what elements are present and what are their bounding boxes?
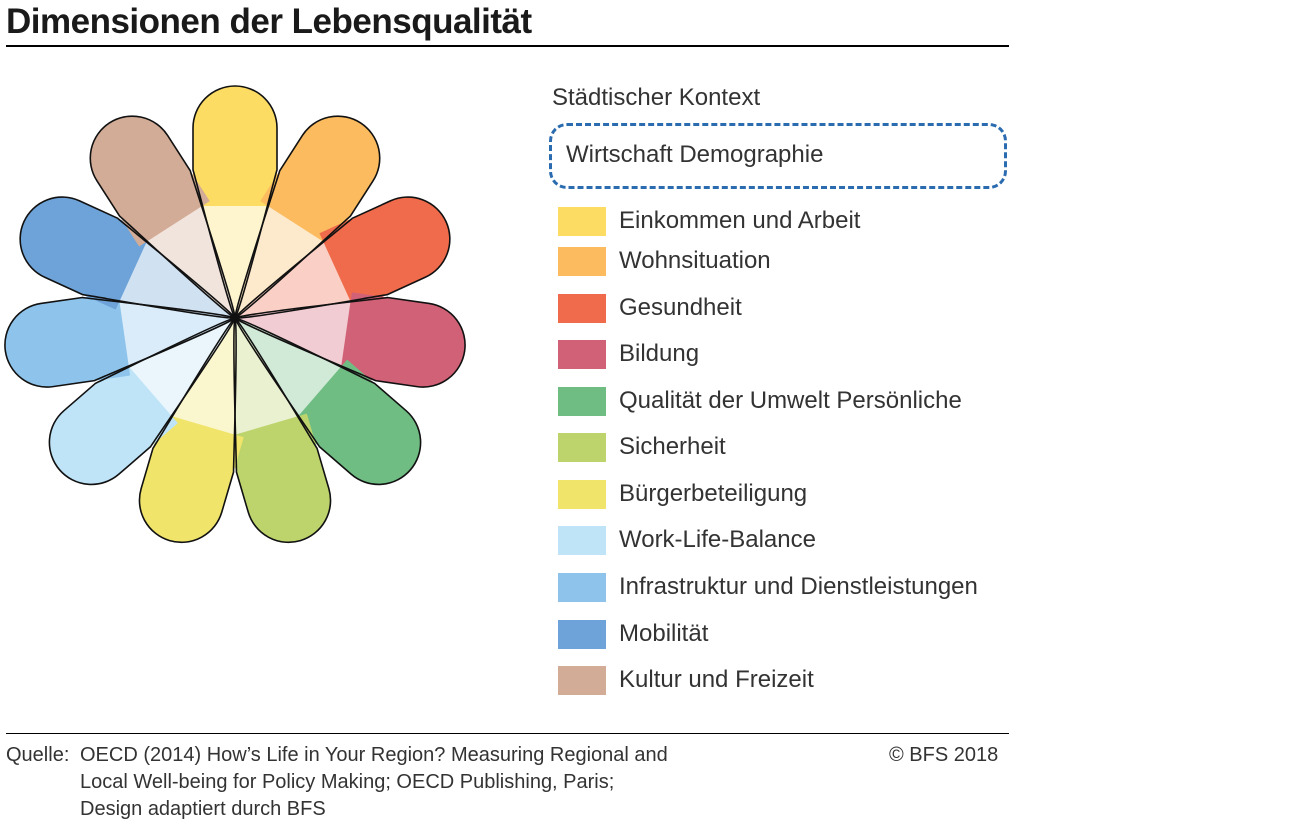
copyright: © BFS 2018 [889,744,999,766]
petal-tip [139,413,244,543]
petal-outline [234,296,466,388]
petal-outline [138,317,237,544]
legend-label: Gesundheit [619,294,742,321]
legend-item: Kultur und Freizeit [558,666,1038,696]
legend-label: Wohnsituation [619,247,771,274]
source-line: Local Well-being for Policy Making; OECD… [80,771,615,793]
page-title: Dimensionen der Lebensqualität [6,2,532,41]
title-rule [6,45,1009,47]
flower-diagram [4,85,466,544]
source-line: Design adaptiert durch BFS [80,798,326,820]
petal-tip [339,292,466,388]
legend-swatch [558,573,606,602]
source-line: OECD (2014) How’s Life in Your Region? M… [80,744,668,766]
source-text: OECD (2014) How’s Life in Your Region? M… [80,742,780,823]
legend-swatch [558,340,606,369]
legend-item: Mobilität [558,620,1038,650]
petal-tip [292,359,421,485]
legend-item: Qualität der Umwelt Persönliche [558,387,1038,417]
legend-item: Wohnsituation [558,247,1038,277]
legend-swatch [558,666,606,695]
legend-swatch [558,433,606,462]
legend-label: Bildung [619,340,700,367]
legend-swatch [558,480,606,509]
context-box-text: Wirtschaft Demographie [566,141,824,168]
legend-swatch [558,387,606,416]
legend-item: Sicherheit [558,433,1038,463]
petal-tip [90,116,210,247]
petal-tip [49,359,178,485]
legend-item: Work-Life-Balance [558,526,1038,556]
petal-outline [19,196,236,319]
legend-swatch [558,294,606,323]
context-box [549,123,1007,189]
legend-item: Bildung [558,340,1038,370]
petal-tip [226,413,331,543]
legend-label: Kultur und Freizeit [619,666,814,693]
petal-outline [48,317,236,486]
legend-label: Qualität der Umwelt Persönliche [619,387,962,414]
legend-item: Bürgerbeteiligung [558,480,1038,510]
legend-label: Sicherheit [619,433,726,460]
legend-label: Mobilität [619,620,709,647]
petal-tip [260,116,380,247]
legend-item: Einkommen und Arbeit [558,207,1038,237]
petal-tip [193,86,277,206]
petal-outline [234,317,422,486]
petal-outline [192,85,278,319]
legend-label: Einkommen und Arbeit [619,207,861,234]
petal-outline [234,196,451,319]
petal-outline [89,115,236,319]
context-label: Städtischer Kontext [552,84,761,111]
legend-swatch [558,526,606,555]
legend-label: Bürgerbeteiligung [619,480,808,507]
legend-item: Infrastruktur und Dienstleistungen [558,573,1038,603]
petal-outline [4,296,236,388]
legend-swatch [558,247,606,276]
petal-tip [20,197,151,310]
source-label: Quelle: [6,744,70,766]
footer-rule [6,733,1009,734]
legend-swatch [558,620,606,649]
petal-outline [234,115,381,319]
petal-tip [319,197,450,310]
petal-outline [233,317,332,544]
legend-label: Infrastruktur und Dienstleistungen [619,573,978,600]
legend-item: Gesundheit [558,294,1038,324]
petal-tip [4,292,131,388]
legend-label: Work-Life-Balance [619,526,816,553]
legend-swatch [558,207,606,236]
